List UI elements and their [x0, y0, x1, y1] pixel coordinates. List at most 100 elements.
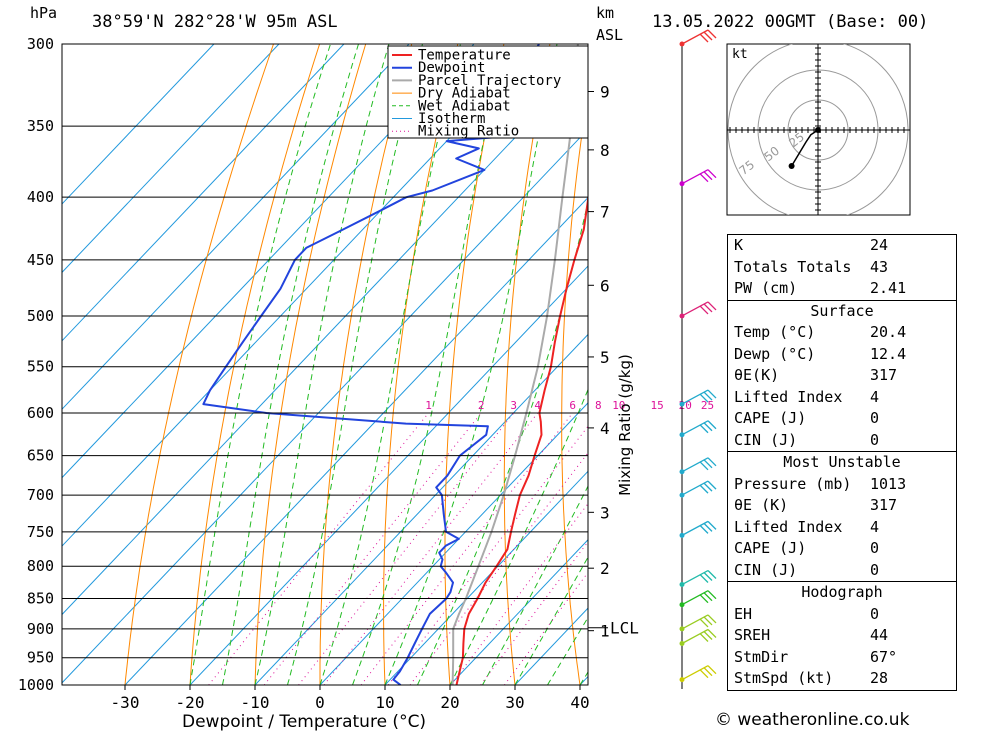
km-tick-label: 2 [600, 559, 610, 578]
legend-label: Wet Adiabat [418, 98, 511, 114]
x-tick-label: -30 [111, 693, 140, 712]
index-label: Totals Totals [734, 257, 852, 276]
dry-adiabat-line [965, 44, 1000, 685]
wind-barb-feather [699, 524, 709, 534]
index-label: CIN (J) [734, 430, 798, 449]
legend-label: Dry Adiabat [418, 86, 511, 102]
index-label: θE (K) [734, 496, 789, 514]
index-value: 2.41 [870, 279, 907, 297]
pressure-tick-label: 600 [27, 404, 54, 422]
dry-adiabat-line [124, 44, 274, 685]
isotherm-line [124, 196, 588, 685]
index-label: CIN (J) [734, 560, 798, 579]
wind-barb-feather [707, 389, 717, 399]
mixing-ratio-line [480, 540, 588, 685]
legend-label: Isotherm [418, 111, 485, 127]
index-label: CAPE (J) [734, 409, 807, 427]
wind-barb [679, 590, 717, 608]
wet-adiabat-line [482, 485, 588, 685]
index-row: θE(K) 317 [728, 365, 956, 387]
pressure-tick-label: 300 [27, 35, 54, 53]
mixing-ratio-label: 2 [478, 399, 485, 412]
wind-barb-feather [703, 422, 713, 432]
wind-barb-feather [707, 480, 717, 490]
km-tick-label: 7 [600, 203, 610, 222]
wind-barb-feather [707, 420, 717, 430]
section-title: Most Unstable [783, 453, 901, 471]
wind-barb-feather [703, 631, 713, 640]
index-label: EH [734, 604, 753, 623]
wind-barb-feather [699, 574, 709, 583]
mixing-ratio-label: 8 [595, 399, 602, 412]
pressure-unit-label: hPa [30, 4, 58, 22]
wind-barb [679, 480, 717, 498]
mixing-ratio-line [387, 425, 588, 685]
index-value: 317 [870, 366, 898, 384]
km-tick-label: 4 [600, 419, 610, 438]
isotherm-line [449, 539, 588, 685]
index-label: θE(K) [734, 366, 780, 384]
km-tick-label: 9 [600, 83, 610, 102]
wind-barb-feather [699, 305, 709, 315]
index-value: 1013 [870, 474, 907, 493]
index-label: Temp (°C) [734, 323, 816, 341]
wind-barb-feather [703, 667, 713, 677]
isotherm-line [62, 60, 588, 616]
x-tick-label: 20 [440, 693, 459, 712]
wind-barb-feather [707, 614, 717, 624]
index-label: CAPE (J) [734, 539, 807, 557]
km-tick-label: 8 [600, 141, 610, 160]
pressure-tick-label: 450 [27, 251, 54, 269]
wind-barb-feather [703, 572, 713, 581]
index-row: CIN (J) 0 [728, 560, 956, 582]
mixing-ratio-label: 6 [569, 399, 576, 412]
wind-barb-feather [707, 301, 717, 311]
index-row: Dewp (°C) 12.4 [728, 344, 956, 366]
mixing-ratio-line [298, 412, 515, 685]
index-value: 317 [870, 496, 898, 514]
hodograph-unit-label: kt [732, 47, 748, 62]
isotherm-line [62, 44, 280, 274]
pressure-tick-label: 400 [27, 188, 54, 206]
wind-barb-feather [707, 29, 717, 39]
wet-adiabat-line [417, 199, 588, 685]
legend-label: Temperature [418, 48, 511, 64]
index-value: 24 [870, 236, 889, 254]
pressure-tick-label: 1000 [18, 676, 54, 694]
pressure-tick-label: 950 [27, 649, 54, 667]
index-value: 0 [870, 430, 880, 449]
index-row: CIN (J) 0 [728, 430, 956, 452]
dry-adiabat-line [561, 89, 588, 685]
index-label: K [734, 236, 744, 254]
pressure-tick-label: 700 [27, 486, 54, 504]
wind-barb-feather [707, 665, 717, 675]
wind-barb-feather [703, 482, 713, 492]
dry-adiabat-line [671, 44, 710, 685]
mixing-ratio-label: 3 [510, 399, 517, 412]
index-value: 20.4 [870, 323, 907, 341]
dry-adiabat-line [254, 44, 367, 685]
wet-adiabat-line [319, 44, 461, 685]
isotherm-line [62, 44, 345, 342]
wind-barb-feather [703, 616, 713, 626]
wet-adiabat-line [287, 44, 423, 685]
legend-label: Mixing Ratio [418, 124, 519, 140]
surface-section: Surface Temp (°C) 20.4 Dewp (°C) 12.4 θE(K… [728, 299, 956, 452]
x-tick-label: 10 [375, 693, 394, 712]
credit-text: © weatheronline.co.uk [715, 710, 910, 730]
legend-label: Dewpoint [418, 60, 485, 76]
pressure-tick-label: 850 [27, 589, 54, 607]
wind-barb-shaft [681, 169, 709, 185]
wind-barb-feather [707, 457, 717, 467]
wind-barb [679, 420, 717, 438]
pressure-tick-label: 550 [27, 358, 54, 376]
index-row: StmDir 67° [728, 647, 956, 669]
index-value: 4 [870, 387, 880, 406]
legend-label: Parcel Trajectory [418, 73, 561, 89]
index-value: 0 [870, 409, 880, 427]
pressure-tick-label: 350 [27, 117, 54, 135]
index-row: EH 0 [728, 604, 956, 626]
legend-box [387, 45, 589, 139]
wind-barb [679, 628, 717, 646]
